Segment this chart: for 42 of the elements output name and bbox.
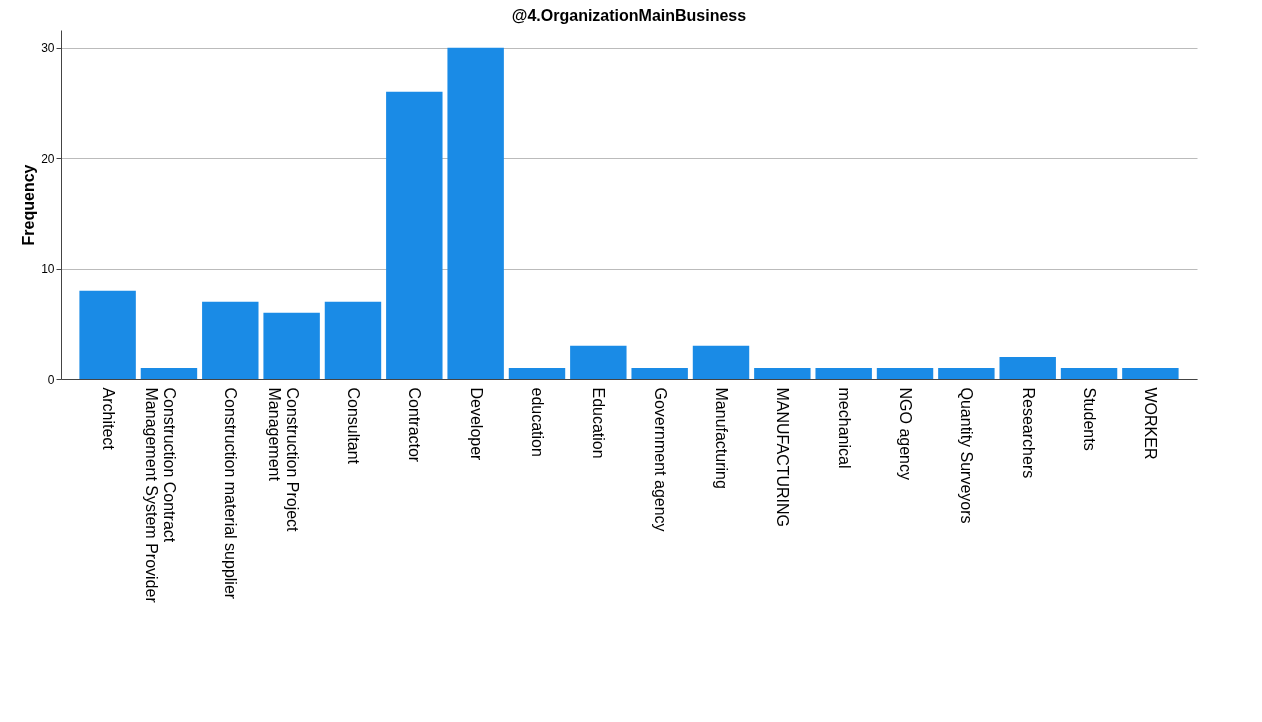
bar <box>631 367 688 379</box>
x-tick-label: education <box>528 387 546 457</box>
bar <box>140 367 198 379</box>
y-axis-title: Frequency <box>20 164 38 246</box>
y-tick-label: 0 <box>47 372 55 387</box>
x-tick-label: Consultant <box>344 387 362 465</box>
x-tick-label: Researchers <box>1019 387 1037 479</box>
bar <box>386 91 443 379</box>
x-tick-label: Quantity Surveyors <box>958 387 976 524</box>
bar <box>1122 367 1179 379</box>
x-tick-label: Contractor <box>406 387 424 463</box>
x-tick-label: NGO agency <box>897 387 915 480</box>
bar <box>324 301 382 379</box>
x-tick-label: Students <box>1081 387 1099 451</box>
bar <box>508 367 566 379</box>
bar <box>263 312 320 379</box>
bar <box>692 345 750 379</box>
bar <box>876 367 934 379</box>
x-tick-label: WORKER <box>1142 387 1160 460</box>
x-tick-label: Construction Project Management <box>265 387 301 533</box>
bar <box>202 301 259 379</box>
y-tick-label: 10 <box>41 262 55 277</box>
x-tick-label: Education <box>590 387 608 459</box>
bar <box>1060 367 1118 379</box>
bar <box>570 345 627 379</box>
bar <box>754 367 811 379</box>
bar <box>447 47 504 379</box>
bar <box>938 367 995 379</box>
x-tick-label: Government agency <box>651 387 669 532</box>
y-tick-label: 20 <box>41 151 55 166</box>
y-tick-label: 30 <box>41 41 55 56</box>
x-tick-label: mechanical <box>835 387 853 469</box>
bar <box>815 367 872 379</box>
bar <box>79 290 136 379</box>
chart-title: @4.OrganizationMainBusiness <box>511 7 747 24</box>
x-tick-label: Construction Contract Management System Provider <box>142 387 178 604</box>
x-tick-label: Developer <box>467 387 485 462</box>
x-tick-label: Construction material supplier <box>222 387 240 600</box>
x-tick-label: Manufacturing <box>713 387 731 489</box>
x-tick-label: MANUFACTURING <box>774 387 792 528</box>
bar <box>999 356 1056 379</box>
x-tick-label: Architect <box>99 387 117 451</box>
